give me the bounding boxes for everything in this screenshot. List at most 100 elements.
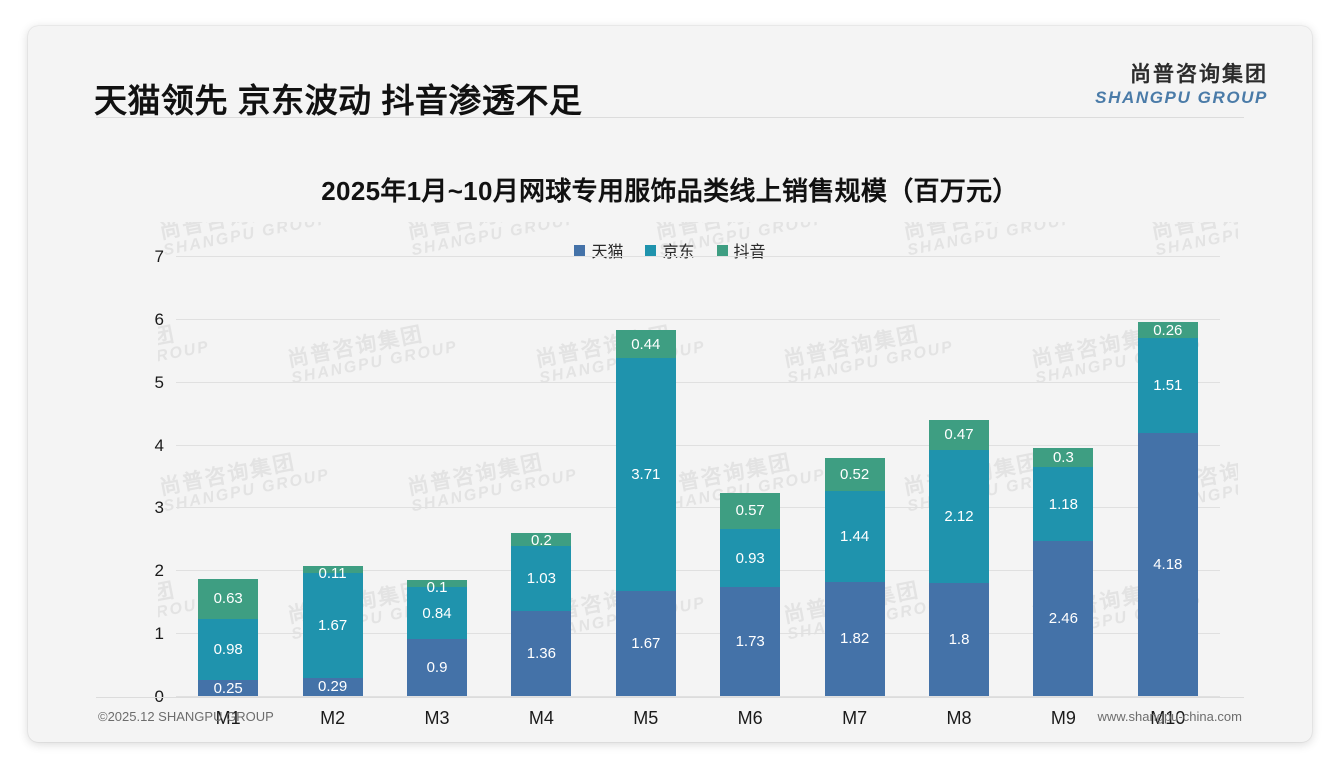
bar-segment-京东[interactable]: 0.93 (720, 528, 781, 588)
gridline (176, 570, 1220, 572)
bar-segment-天猫[interactable]: 4.18 (1137, 433, 1198, 696)
bar-group-M10[interactable]: 4.18 1.51 0.26 M10 (1137, 256, 1198, 728)
bar-segment-抖音[interactable]: 0.2 (511, 532, 572, 550)
bar-segment-京东[interactable]: 1.18 (1033, 467, 1094, 542)
bar-segment-天猫[interactable]: 1.67 (615, 591, 676, 696)
chart-area: 012345670.250.980.63M10.291.670.11M20.90… (28, 26, 1312, 742)
footer-copyright: ©2025.12 SHANGPU GROUP (98, 709, 274, 724)
bar-value-label: 2.46 (1048, 610, 1078, 628)
bar-group-M3[interactable]: 0.9 0.84 0.1 M3 (407, 256, 467, 728)
bar-segment-京东[interactable]: 1.51 (1137, 338, 1198, 434)
y-axis-tick-label: 3 (154, 498, 164, 518)
bar-value-label: 1.36 (526, 644, 556, 662)
x-axis-tick-label: M9 (1050, 708, 1076, 728)
y-axis-tick-label: 5 (154, 372, 164, 392)
bar-segment-天猫[interactable]: 0.25 (198, 680, 259, 696)
x-axis-tick-label: M5 (633, 708, 659, 728)
bar-segment-天猫[interactable]: 1.36 (511, 610, 572, 696)
logo-english-text: SHANGPU GROUP (1095, 88, 1268, 107)
bar-value-label: 1.03 (526, 569, 556, 587)
x-axis-tick-label: M10 (1150, 708, 1186, 728)
bar-segment-京东[interactable]: 1.03 (511, 545, 572, 611)
bar-value-label: 1.82 (839, 630, 870, 648)
bar-value-label: 0.57 (735, 502, 765, 520)
bar-group-M6[interactable]: 1.73 0.93 0.57 M6 (720, 256, 781, 728)
y-axis-tick-label: 1 (154, 624, 164, 644)
bar-group-M2[interactable]: 0.29 1.67 0.11 M2 (302, 256, 363, 728)
bar-segment-京东[interactable]: 1.67 (302, 572, 363, 678)
x-axis-tick-label: M8 (946, 708, 972, 728)
bar-value-label: 1.73 (735, 633, 765, 651)
bar-segment-天猫[interactable]: 1.82 (824, 581, 885, 696)
plot-area: 012345670.250.980.63M10.291.670.11M20.90… (155, 247, 1220, 728)
bar-segment-天猫[interactable]: 1.8 (929, 582, 989, 696)
bar-segment-抖音[interactable]: 0.1 (407, 580, 467, 595)
bar-segment-抖音[interactable]: 0.63 (198, 579, 259, 619)
gridline (176, 696, 1220, 697)
footer-website: www.shangpu-china.com (1097, 709, 1242, 724)
bar-value-label: 0.3 (1052, 449, 1074, 467)
x-axis-tick-label: M6 (737, 708, 763, 728)
bar-segment-京东[interactable]: 1.44 (824, 491, 885, 582)
y-axis-tick-label: 0 (124, 687, 164, 707)
chart-title: 2025年1月~10月网球专用服饰品类线上销售规模（百万元） (321, 176, 1019, 206)
logo-chinese-text: 尚普咨询集团 (1130, 63, 1268, 86)
bar-value-label: 0.2 (530, 532, 552, 550)
gridline (176, 633, 1220, 635)
x-axis-tick-label: M1 (215, 708, 241, 728)
bar-value-label: 0.9 (426, 659, 448, 677)
bar-value-label: 0.29 (317, 678, 348, 696)
bar-value-label: 3.71 (631, 465, 661, 483)
gridline (176, 444, 1220, 446)
company-logo: 尚普咨询集团 SHANGPU GROUP (1095, 64, 1268, 106)
bar-value-label: 1.8 (948, 630, 970, 648)
x-axis-tick-label: M2 (320, 708, 346, 728)
bar-segment-天猫[interactable]: 2.46 (1033, 541, 1094, 696)
x-axis-tick-label: M7 (842, 708, 868, 728)
bar-value-label: 4.18 (1153, 556, 1183, 574)
bar-group-M8[interactable]: 1.8 2.12 0.47 M8 (929, 256, 989, 728)
bar-segment-抖音[interactable]: 0.52 (824, 458, 885, 492)
bar-segment-京东[interactable]: 0.84 (407, 586, 467, 640)
bar-value-label: 1.44 (839, 527, 870, 545)
bar-group-M9[interactable]: 2.46 1.18 0.3 M9 (1033, 256, 1094, 728)
footer-divider (96, 697, 1244, 698)
y-axis-tick-label: 7 (154, 247, 164, 266)
gridline (176, 381, 1220, 383)
y-axis-tick-label: 6 (154, 309, 164, 329)
gridline (176, 256, 1220, 257)
bar-value-label: 0.52 (839, 466, 870, 484)
bar-group-M4[interactable]: 1.36 1.03 0.2 M4 (511, 256, 572, 728)
gridline (176, 507, 1220, 509)
bar-segment-天猫[interactable]: 0.29 (302, 677, 363, 696)
bar-value-label: 1.51 (1153, 377, 1183, 395)
y-axis-tick-label: 2 (154, 561, 164, 581)
bar-value-label: 0.84 (422, 604, 452, 622)
bar-segment-抖音[interactable]: 0.47 (929, 420, 989, 450)
bar-segment-抖音[interactable]: 0.26 (1137, 322, 1198, 339)
bar-segment-抖音[interactable]: 0.44 (615, 330, 676, 358)
x-axis-tick-label: M3 (424, 708, 450, 728)
bar-value-label: 0.44 (631, 335, 661, 353)
bar-segment-天猫[interactable]: 0.9 (407, 639, 467, 696)
bar-value-label: 1.18 (1048, 495, 1078, 513)
bar-segment-抖音[interactable]: 0.57 (720, 492, 781, 529)
x-axis-tick-label: M4 (528, 708, 554, 728)
bar-segment-京东[interactable]: 0.98 (198, 618, 259, 681)
bar-segment-京东[interactable]: 3.71 (615, 357, 676, 592)
bar-value-label: 0.93 (735, 549, 765, 567)
slide-header: 天猫领先 京东波动 抖音渗透不足 尚普咨询集团 SHANGPU GROUP (28, 26, 1312, 119)
bar-group-M7[interactable]: 1.82 1.44 0.52 M7 (824, 256, 885, 728)
y-axis-tick-label: 4 (154, 435, 164, 455)
bar-segment-抖音[interactable]: 0.11 (302, 565, 363, 581)
bar-segment-天猫[interactable]: 1.73 (720, 587, 781, 696)
bar-value-label: 2.12 (944, 507, 974, 525)
bar-group-M5[interactable]: 1.67 3.71 0.44 M5 (615, 256, 676, 728)
bar-segment-京东[interactable]: 2.12 (929, 449, 989, 583)
legend-swatch-icon (716, 244, 728, 256)
bar-value-label: 0.11 (318, 564, 347, 582)
bar-segment-抖音[interactable]: 0.3 (1033, 448, 1094, 468)
bar-group-M1[interactable]: 0.25 0.98 0.63 M1 (198, 256, 259, 728)
bar-value-label: 0.1 (426, 579, 448, 597)
slide-card: 天猫领先 京东波动 抖音渗透不足 尚普咨询集团 SHANGPU GROUP 尚普… (28, 26, 1312, 742)
